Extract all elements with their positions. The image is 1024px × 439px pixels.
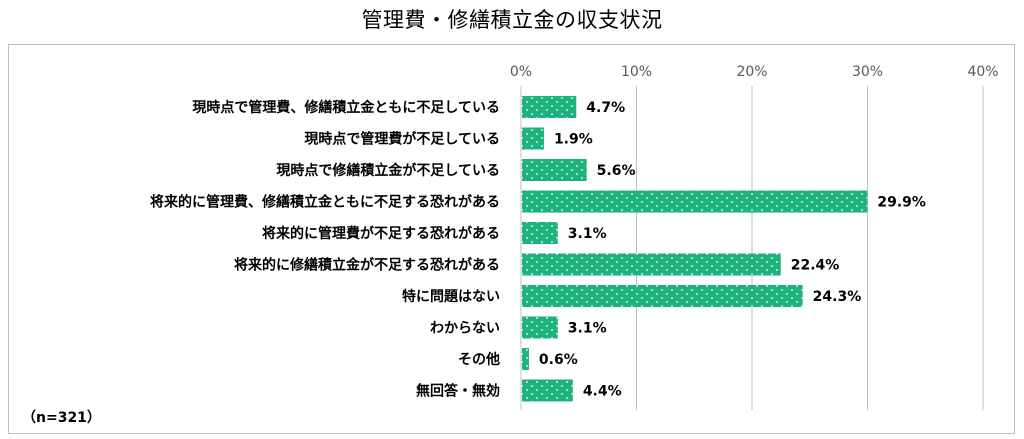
- bar: [522, 348, 529, 370]
- category-label: その他: [458, 351, 500, 368]
- data-label: 3.1%: [568, 226, 607, 242]
- x-tick-label: 0%: [510, 64, 532, 80]
- bar: [522, 96, 577, 118]
- bar: [522, 316, 558, 339]
- bar: [522, 127, 544, 150]
- category-label: わからない: [430, 321, 500, 337]
- chart-title: 管理費・修繕積立金の収支状況: [361, 8, 663, 32]
- bar: [522, 190, 868, 213]
- bar: [522, 253, 781, 276]
- data-label: 1.9%: [554, 132, 593, 148]
- sample-size-note: （n=321）: [22, 410, 101, 426]
- bar: [522, 379, 573, 402]
- x-tick-label: 40%: [967, 64, 998, 80]
- data-label: 24.3%: [813, 289, 862, 305]
- category-label: 将来的に管理費が不足する恐れがある: [262, 225, 500, 242]
- x-tick-label: 30%: [852, 64, 883, 80]
- category-label: 現時点で管理費、修繕積立金ともに不足している: [192, 99, 500, 116]
- data-label: 0.6%: [539, 352, 578, 368]
- data-label: 5.6%: [597, 163, 636, 179]
- bar: [522, 285, 803, 307]
- data-label: 22.4%: [791, 258, 840, 274]
- x-tick-label: 10%: [621, 64, 652, 80]
- category-label: 現時点で管理費が不足している: [304, 131, 500, 148]
- data-label: 4.7%: [586, 100, 625, 116]
- category-label: 将来的に管理費、修繕積立金ともに不足する恐れがある: [150, 194, 500, 211]
- category-label: 特に問題はない: [402, 288, 500, 305]
- category-label: 無回答・無効: [416, 383, 500, 400]
- bar: [522, 159, 587, 181]
- data-label: 4.4%: [583, 384, 622, 400]
- category-label: 現時点で修繕積立金が不足している: [276, 162, 500, 179]
- x-tick-label: 20%: [736, 64, 767, 80]
- data-label: 3.1%: [568, 321, 607, 337]
- chart-frame: [8, 44, 1015, 434]
- bar: [522, 222, 558, 244]
- data-label: 29.9%: [877, 195, 926, 211]
- category-label: 将来的に修繕積立金が不足する恐れがある: [234, 257, 500, 274]
